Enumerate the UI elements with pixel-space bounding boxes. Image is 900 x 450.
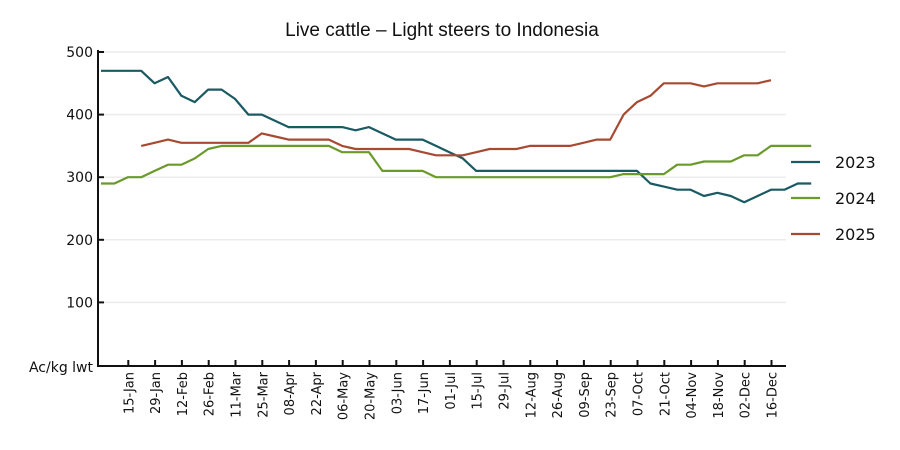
legend-item-2023: 2023: [791, 153, 876, 172]
x-tick-label: 08-Apr: [283, 371, 298, 415]
series-line-2023: [101, 69, 812, 204]
series-line-2025: [140, 79, 772, 157]
x-tick-label: 09-Sep: [578, 372, 593, 418]
series-line-2024: [101, 144, 812, 185]
legend-item-2024: 2024: [791, 189, 876, 208]
x-tick-label: 01-Jul: [444, 372, 459, 410]
x-tick-label: 22-Apr: [310, 371, 325, 415]
x-tick-label: 20-May: [364, 372, 379, 420]
x-tick-label: 21-Oct: [658, 372, 673, 416]
series-lines: [100, 69, 812, 204]
x-tick-label: 26-Feb: [203, 372, 218, 416]
y-tick-label: 400: [66, 108, 93, 124]
legend-label: 2025: [835, 225, 876, 244]
x-tick-label: 15-Jul: [471, 372, 486, 410]
y-tick-label: 100: [66, 295, 93, 311]
x-tick-label: 29-Jan: [149, 372, 164, 414]
x-tick-label: 11-Mar: [230, 371, 245, 417]
legend: 2023 2024 2025: [791, 153, 876, 244]
x-tick-label: 06-May: [337, 372, 352, 420]
legend-item-2025: 2025: [791, 225, 876, 244]
y-axis-unit-label: Ac/kg lwt: [29, 360, 94, 376]
legend-label: 2023: [835, 153, 876, 172]
x-tick-label: 16-Dec: [766, 372, 781, 418]
x-tick-label: 03-Jun: [390, 372, 405, 414]
x-tick-label: 07-Oct: [632, 372, 647, 416]
x-tick-label: 15-Jan: [122, 372, 137, 414]
x-tick-label: 23-Sep: [605, 372, 620, 418]
x-tick-label: 18-Nov: [712, 372, 727, 419]
x-tick-label: 12-Aug: [524, 372, 539, 418]
legend-label: 2024: [835, 189, 876, 208]
y-tick-label: 500: [66, 45, 93, 61]
x-tick-label: 26-Aug: [551, 372, 566, 418]
chart-title: Live cattle – Light steers to Indonesia: [285, 20, 599, 41]
x-tick-label: 29-Jul: [498, 372, 513, 410]
x-tick-label: 04-Nov: [685, 372, 700, 419]
x-axis-ticks: 15-Jan 29-Jan 12-Feb 26-Feb 11-Mar 25-Mar 08-A…: [122, 360, 781, 420]
x-tick-label: 12-Feb: [176, 372, 191, 416]
x-tick-label: 25-Mar: [256, 371, 271, 417]
x-tick-label: 02-Dec: [739, 372, 754, 418]
y-tick-label: 300: [66, 170, 93, 186]
y-tick-label: 200: [66, 233, 93, 249]
x-tick-label: 17-Jun: [417, 372, 432, 414]
